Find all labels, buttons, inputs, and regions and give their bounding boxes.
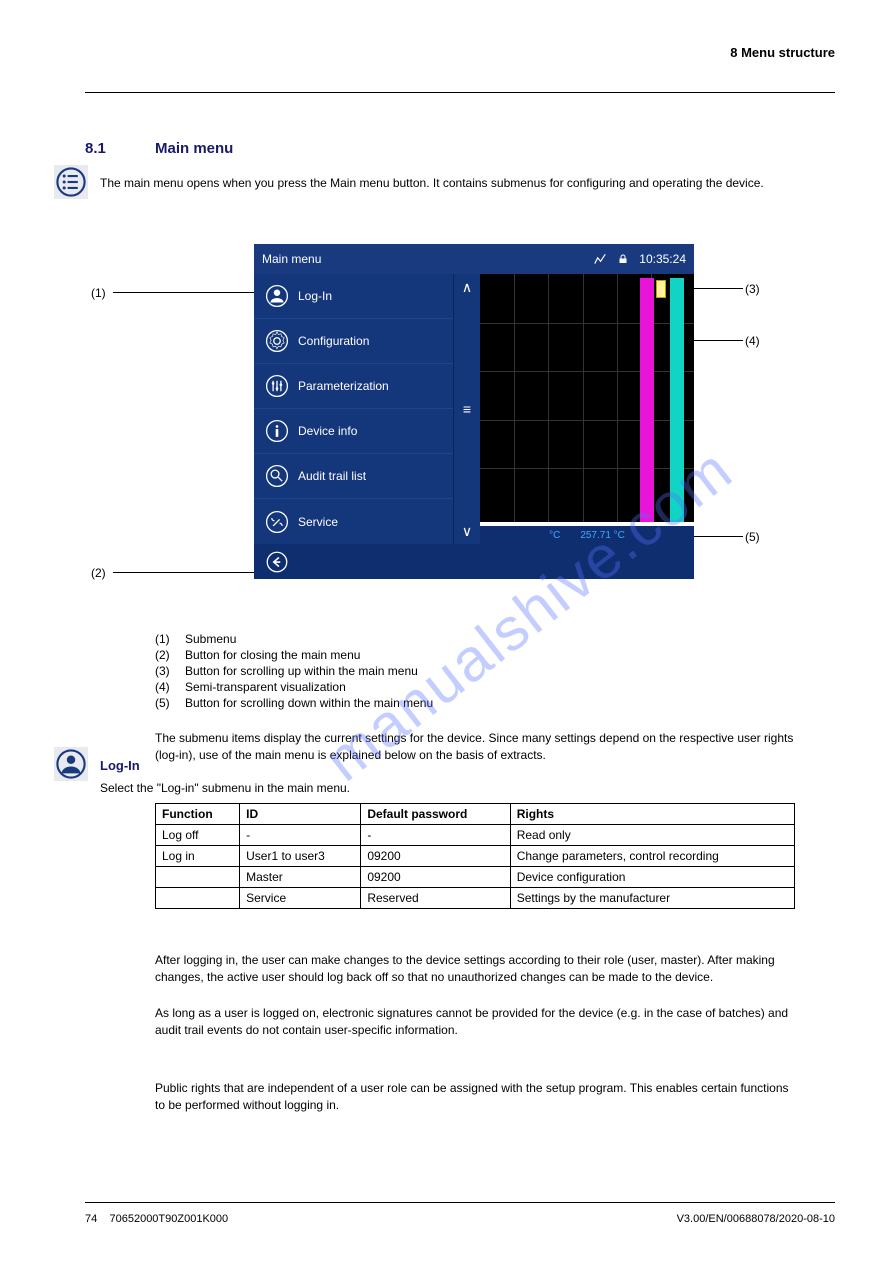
menu-item-label: Service	[298, 515, 338, 529]
scroll-handle-icon[interactable]: ≡	[454, 300, 480, 518]
back-icon[interactable]	[264, 549, 290, 575]
menu-item-label: Log-In	[298, 289, 332, 303]
td: User1 to user3	[240, 846, 361, 867]
callout-legend: (1)Submenu (2)Button for closing the mai…	[155, 630, 795, 712]
page-number: 74	[85, 1213, 97, 1225]
td: Read only	[510, 825, 794, 846]
ss-header-right: 10:35:24	[593, 252, 686, 266]
menu-item-parameterization[interactable]: Parameterization	[254, 364, 453, 409]
legend-num: (2)	[155, 648, 185, 662]
menu-item-service[interactable]: Service	[254, 499, 453, 544]
header-title: 8 Menu structure	[730, 45, 835, 60]
chart-bar-yellow	[656, 280, 666, 298]
callout-4: (4)	[745, 334, 760, 348]
login-section-icon	[54, 747, 88, 781]
status-text: 257.71 °C	[580, 530, 625, 541]
login-para-1: After logging in, the user can make chan…	[155, 952, 795, 987]
legend-text: Submenu	[185, 632, 236, 646]
lock-icon	[617, 253, 629, 265]
header-rule	[85, 92, 835, 93]
menu-item-label: Audit trail list	[298, 469, 366, 483]
legend-text: Semi-transparent visualization	[185, 680, 346, 694]
menu-item-label: Device info	[298, 424, 357, 438]
chart-area: AI02 AI03	[480, 274, 694, 544]
td: Device configuration	[510, 867, 794, 888]
td: Log off	[156, 825, 240, 846]
legend-text: Button for closing the main menu	[185, 648, 360, 662]
login-heading: Log-In	[100, 758, 140, 773]
chart-bar-magenta	[640, 278, 654, 522]
figure-wrap: (1) (2) (3) (4) (5) Main menu 10:35:24	[85, 244, 798, 604]
scroll-down-button[interactable]: ∨	[454, 518, 480, 544]
chart-bar-cyan	[670, 278, 684, 522]
ss-title: Main menu	[262, 252, 321, 266]
menu-item-label: Parameterization	[298, 379, 389, 393]
td: Settings by the manufacturer	[510, 888, 794, 909]
td: 09200	[361, 846, 510, 867]
main-menu-icon	[54, 165, 88, 199]
status-row: °C 257.71 °C	[480, 526, 694, 544]
callout-line-2	[113, 572, 263, 573]
callout-line-1	[113, 292, 263, 293]
td: -	[361, 825, 510, 846]
ss-time: 10:35:24	[639, 252, 686, 266]
ss-footer	[254, 544, 694, 579]
section-number: 8.1	[85, 140, 106, 157]
th-rights: Rights	[510, 804, 794, 825]
td	[156, 867, 240, 888]
footer-rule	[85, 1202, 835, 1203]
footer-left: 74 70652000T90Z001K000	[85, 1213, 228, 1225]
footer-right: V3.00/EN/00688078/2020-08-10	[677, 1213, 835, 1225]
legend-text: Button for scrolling down within the mai…	[185, 696, 433, 710]
th-password: Default password	[361, 804, 510, 825]
callout-1: (1)	[91, 286, 106, 300]
login-table: Function ID Default password Rights Log …	[155, 803, 795, 909]
callout-5: (5)	[745, 530, 760, 544]
legend-num: (3)	[155, 664, 185, 678]
td: Log in	[156, 846, 240, 867]
menu-item-audit-trail[interactable]: Audit trail list	[254, 454, 453, 499]
menu-item-login[interactable]: Log-In	[254, 274, 453, 319]
scroll-up-button[interactable]: ∧	[454, 274, 480, 300]
explain-text: The submenu items display the current se…	[155, 730, 795, 765]
td: 09200	[361, 867, 510, 888]
td: Reserved	[361, 888, 510, 909]
ss-menu: Log-In Configuration Parameterization De…	[254, 274, 454, 544]
legend-text: Button for scrolling up within the main …	[185, 664, 418, 678]
td: Change parameters, control recording	[510, 846, 794, 867]
td: -	[240, 825, 361, 846]
legend-num: (4)	[155, 680, 185, 694]
legend-num: (1)	[155, 632, 185, 646]
td: Service	[240, 888, 361, 909]
th-function: Function	[156, 804, 240, 825]
menu-item-configuration[interactable]: Configuration	[254, 319, 453, 364]
menu-item-label: Configuration	[298, 334, 369, 348]
td	[156, 888, 240, 909]
status-text: °C	[549, 530, 560, 541]
intro-text: The main menu opens when you press the M…	[100, 175, 780, 192]
footer-code: 70652000T90Z001K000	[109, 1213, 228, 1225]
login-para-3: Public rights that are independent of a …	[155, 1080, 795, 1115]
ss-header: Main menu 10:35:24	[254, 244, 694, 274]
callout-3: (3)	[745, 282, 760, 296]
section-title: Main menu	[155, 140, 233, 157]
scroll-column: ∧ ≡ ∨	[454, 274, 480, 544]
th-id: ID	[240, 804, 361, 825]
td: Master	[240, 867, 361, 888]
login-para-2: As long as a user is logged on, electron…	[155, 1005, 795, 1040]
menu-item-device-info[interactable]: Device info	[254, 409, 453, 454]
signal-icon	[593, 252, 607, 266]
login-intro: Select the "Log-in" submenu in the main …	[100, 780, 800, 797]
callout-2: (2)	[91, 566, 106, 580]
device-screenshot: Main menu 10:35:24 Log-In Configuration	[254, 244, 694, 579]
legend-num: (5)	[155, 696, 185, 710]
